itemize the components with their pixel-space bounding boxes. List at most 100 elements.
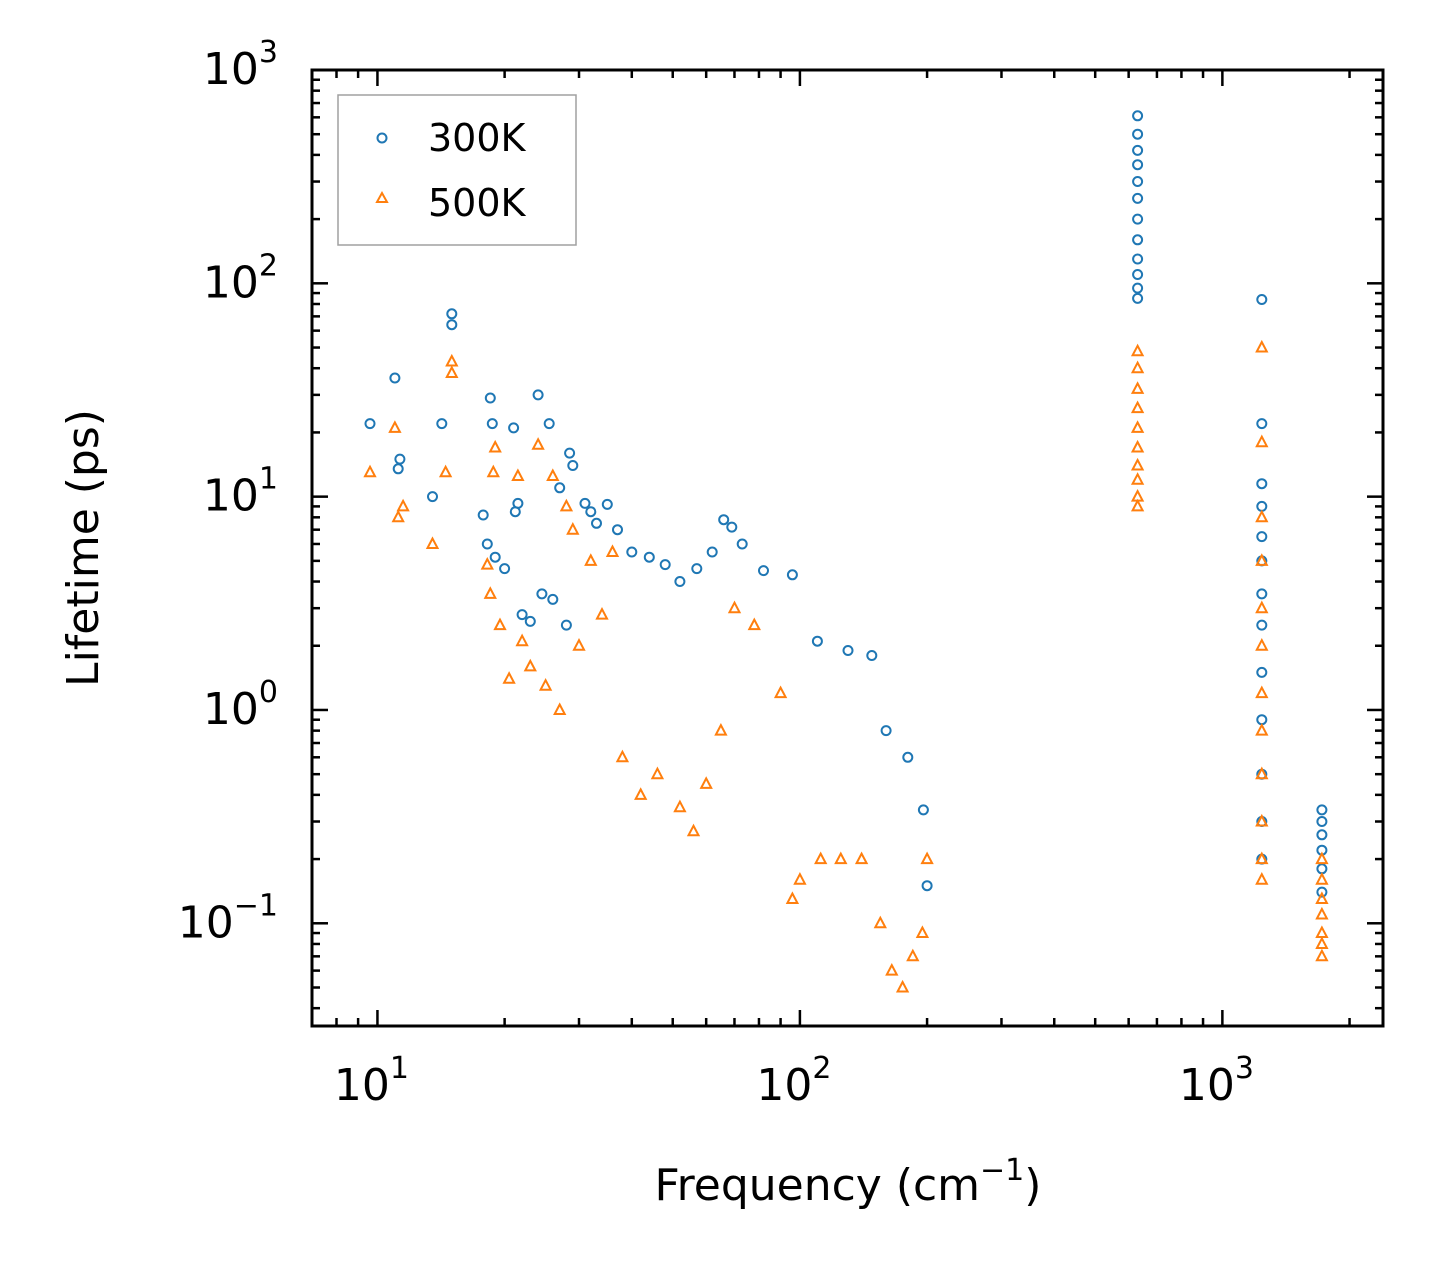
point-300k-51 [1132, 128, 1144, 140]
point-500k-5 [438, 464, 453, 478]
point-300k-75 [1316, 804, 1328, 816]
point-500k-57 [1130, 498, 1145, 512]
point-300k-18 [524, 615, 536, 627]
point-500k-17 [531, 437, 545, 450]
point-500k-20 [553, 702, 567, 715]
point-300k-27 [579, 497, 591, 509]
point-500k-47 [920, 851, 934, 865]
point-300k-8 [477, 509, 489, 521]
point-500k-70 [1315, 851, 1329, 865]
point-500k-34 [727, 600, 742, 614]
x-tick-label-2: 103 [1179, 1051, 1254, 1111]
point-300k-63 [1256, 418, 1268, 430]
point-500k-41 [854, 851, 869, 865]
point-500k-3 [396, 498, 410, 512]
y-tick-label-0: 10−1 [178, 888, 278, 948]
point-300k-59 [1132, 269, 1144, 280]
point-300k-40 [736, 538, 748, 550]
point-300k-42 [786, 569, 798, 581]
y-axis-label: Lifetime (ps) [58, 409, 109, 687]
point-500k-53 [1130, 439, 1145, 453]
point-500k-27 [615, 749, 630, 763]
point-500k-10 [486, 464, 500, 478]
point-300k-13 [499, 563, 511, 575]
legend-box [337, 94, 577, 246]
y-tick-label-2: 101 [203, 462, 278, 522]
plot-frame [310, 68, 1385, 1028]
point-300k-54 [1132, 176, 1144, 187]
point-300k-46 [880, 725, 892, 737]
point-500k-31 [686, 823, 701, 837]
point-300k-48 [917, 804, 929, 816]
point-500k-39 [814, 851, 828, 865]
data-marks [363, 110, 1329, 993]
point-500k-32 [699, 776, 713, 789]
y-tick-label-3: 102 [203, 248, 278, 308]
point-500k-9 [483, 586, 497, 599]
point-500k-13 [502, 671, 516, 684]
point-500k-14 [511, 468, 525, 481]
point-500k-52 [1130, 420, 1145, 433]
point-300k-22 [547, 593, 559, 605]
point-500k-21 [559, 498, 574, 512]
point-500k-59 [1255, 434, 1269, 448]
point-500k-63 [1255, 638, 1269, 651]
point-300k-19 [532, 389, 544, 401]
x-tick-label-0: 101 [334, 1051, 409, 1111]
point-300k-45 [866, 650, 878, 661]
point-300k-29 [591, 517, 602, 529]
point-300k-47 [902, 751, 914, 763]
point-300k-20 [536, 588, 548, 600]
point-500k-58 [1255, 339, 1269, 353]
point-500k-60 [1255, 509, 1269, 523]
point-300k-61 [1132, 292, 1144, 304]
point-500k-46 [915, 925, 930, 938]
point-500k-38 [793, 872, 807, 885]
point-300k-32 [626, 546, 638, 558]
point-500k-48 [1130, 343, 1145, 357]
point-500k-61 [1255, 553, 1269, 566]
point-300k-26 [567, 460, 579, 471]
legend-marker-500k [375, 190, 389, 203]
point-300k-49 [921, 880, 933, 892]
point-300k-68 [1256, 588, 1268, 600]
point-500k-51 [1130, 400, 1145, 414]
y-tick-label-4: 103 [203, 35, 278, 95]
point-500k-54 [1130, 457, 1145, 471]
x-tick-label-1: 102 [756, 1051, 831, 1111]
point-300k-69 [1256, 619, 1268, 631]
point-300k-3 [394, 453, 406, 465]
point-300k-64 [1256, 478, 1268, 490]
point-300k-80 [1316, 886, 1328, 898]
point-300k-77 [1316, 829, 1328, 841]
point-300k-25 [564, 447, 576, 459]
point-500k-4 [425, 536, 440, 549]
point-500k-0 [363, 464, 377, 478]
point-500k-76 [1315, 948, 1329, 962]
point-500k-11 [488, 439, 502, 453]
point-300k-43 [811, 635, 823, 647]
y-tick-label-1: 100 [203, 675, 278, 735]
point-500k-71 [1315, 872, 1329, 885]
point-500k-44 [895, 979, 910, 993]
point-500k-49 [1130, 360, 1145, 374]
point-300k-33 [643, 551, 655, 563]
point-500k-37 [785, 891, 800, 904]
point-500k-29 [650, 766, 665, 780]
point-500k-69 [1255, 872, 1269, 885]
point-300k-28 [585, 506, 597, 518]
legend-label-300k: 300K [428, 116, 527, 160]
point-500k-67 [1255, 813, 1269, 827]
point-500k-2 [391, 509, 405, 523]
legend-marker-300k [376, 132, 388, 144]
point-500k-72 [1315, 891, 1329, 904]
point-300k-58 [1132, 253, 1144, 265]
point-500k-15 [515, 633, 529, 647]
point-500k-23 [572, 638, 586, 651]
point-500k-65 [1255, 722, 1269, 736]
point-500k-22 [566, 522, 580, 535]
point-500k-24 [584, 553, 598, 566]
point-500k-75 [1315, 936, 1329, 949]
point-500k-33 [714, 722, 728, 736]
